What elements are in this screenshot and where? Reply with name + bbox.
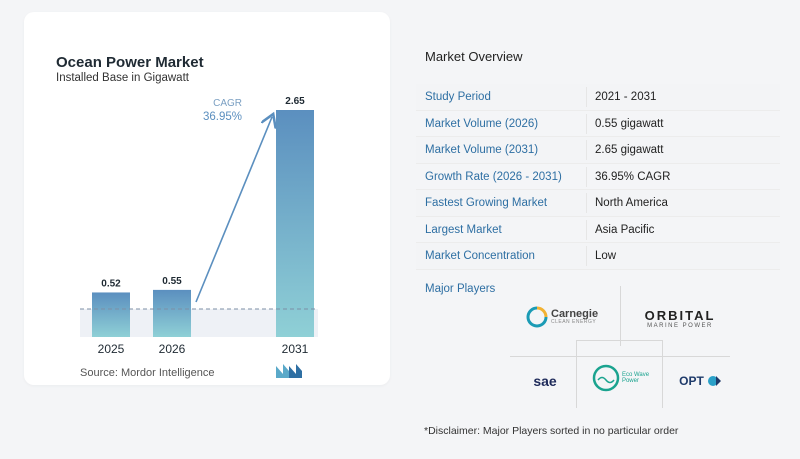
bar-2026: [153, 289, 191, 337]
overview-row: Growth Rate (2026 - 2031) 36.95% CAGR: [416, 164, 780, 190]
orbital-name: ORBITAL: [644, 307, 716, 323]
overview-row-label: Largest Market: [425, 223, 502, 236]
player-carnegie: Carnegie CLEAN ENERGY: [526, 302, 610, 332]
players-grid-line: [576, 340, 663, 341]
overview-row-divider: [586, 113, 587, 134]
major-players-title: Major Players: [425, 283, 496, 295]
chart-subtitle: Installed Base in Gigawatt: [56, 72, 189, 84]
mordor-logo-icon: [276, 364, 302, 378]
carnegie-logo-icon: [526, 306, 548, 328]
overview-row-label: Study Period: [425, 91, 491, 103]
chart-title: Ocean Power Market: [56, 54, 204, 71]
overview-row-divider: [586, 219, 587, 240]
ecowave-sub: Power: [621, 378, 639, 384]
cagr-value: 36.95%: [203, 111, 242, 123]
bar-value-label: 0.55: [162, 276, 182, 287]
overview-row: Study Period 2021 - 2031: [416, 84, 780, 111]
x-tick-label: 2026: [159, 342, 186, 356]
eco-wave-logo-icon: [592, 364, 620, 392]
players-grid-line: [510, 356, 730, 357]
overview-row-label: Fastest Growing Market: [425, 197, 548, 209]
overview-row-value: 0.55 gigawatt: [595, 117, 664, 130]
player-sae: sae: [520, 368, 570, 394]
players-grid-line: [576, 340, 577, 408]
overview-row-label: Market Volume (2026): [425, 117, 539, 130]
overview-row-divider: [586, 193, 587, 213]
players-grid-line: [662, 340, 663, 408]
player-ecowave: Eco Wave Power: [590, 358, 650, 398]
overview-row: Market Volume (2026) 0.55 gigawatt: [416, 111, 780, 137]
x-tick-label: 2031: [282, 342, 309, 356]
player-orbital: ORBITAL MARINE POWER: [640, 305, 720, 331]
overview-row-value: North America: [595, 197, 668, 209]
carnegie-sub: CLEAN ENERGY: [551, 319, 597, 325]
overview-row-divider: [586, 87, 587, 107]
bar-2025: [92, 292, 130, 337]
bar-2031: [276, 110, 314, 337]
bar-value-label: 2.65: [285, 96, 305, 107]
carnegie-name: Carnegie: [551, 308, 599, 320]
overview-row-label: Market Concentration: [425, 250, 535, 262]
opt-logo-icon: [707, 376, 721, 386]
bar-value-label: 0.52: [101, 278, 121, 289]
overview-row-value: 36.95% CAGR: [595, 170, 671, 183]
overview-row-value: Low: [595, 250, 617, 262]
player-opt: OPT: [672, 370, 728, 392]
disclaimer-text: *Disclaimer: Major Players sorted in no …: [424, 425, 679, 437]
market-overview-title: Market Overview: [425, 49, 523, 64]
overview-row: Largest Market Asia Pacific: [416, 217, 780, 243]
players-grid-line: [620, 286, 621, 346]
orbital-sub: MARINE POWER: [647, 322, 713, 329]
opt-name: OPT: [679, 374, 704, 388]
overview-row-value: 2021 - 2031: [595, 91, 657, 103]
overview-row: Fastest Growing Market North America: [416, 190, 780, 217]
overview-row: Market Volume (2031) 2.65 gigawatt: [416, 137, 780, 164]
cagr-label: CAGR: [213, 98, 242, 109]
overview-row: Market Concentration Low: [416, 243, 780, 270]
sae-name: sae: [533, 373, 557, 389]
overview-row-divider: [586, 140, 587, 160]
source-text: Source: Mordor Intelligence: [80, 367, 215, 379]
overview-row-label: Market Volume (2031): [425, 144, 539, 156]
overview-row-divider: [586, 166, 587, 187]
overview-row-value: 2.65 gigawatt: [595, 144, 664, 156]
overview-row-divider: [586, 246, 587, 266]
ecowave-name: Eco Wave: [621, 372, 650, 378]
x-tick-label: 2025: [98, 342, 125, 356]
overview-row-label: Growth Rate (2026 - 2031): [425, 170, 562, 183]
cagr-arrow: [195, 117, 272, 303]
overview-row-value: Asia Pacific: [595, 223, 655, 236]
